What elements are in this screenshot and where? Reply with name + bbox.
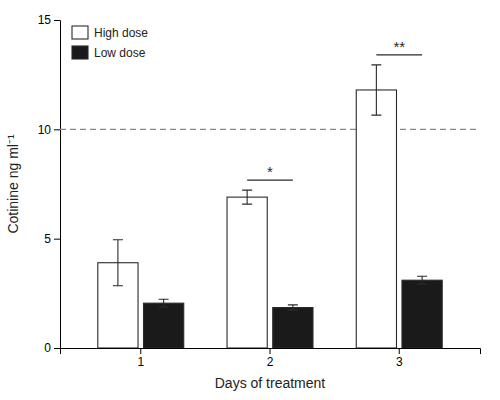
error-bar bbox=[159, 299, 169, 307]
bar-series bbox=[98, 65, 397, 348]
y-axis-line bbox=[54, 21, 61, 349]
y-tick: 5 bbox=[44, 232, 60, 246]
x-tick: 2 bbox=[267, 348, 274, 369]
y-tick: 0 bbox=[44, 341, 60, 355]
y-tick-mark bbox=[54, 129, 60, 130]
x-tick: 1 bbox=[137, 348, 144, 369]
x-axis-line bbox=[61, 349, 481, 355]
legend-item: High dose bbox=[72, 26, 148, 40]
legend-swatch bbox=[72, 46, 88, 59]
x-tick-mark bbox=[270, 348, 271, 354]
error-bar bbox=[242, 190, 252, 204]
error-bar bbox=[288, 305, 298, 310]
y-tick-label: 10 bbox=[38, 123, 52, 137]
error-bar bbox=[417, 276, 427, 284]
legend-swatch bbox=[72, 26, 88, 39]
y-tick: 15 bbox=[38, 13, 60, 27]
reference-line bbox=[60, 129, 480, 130]
legend-label: Low dose bbox=[94, 46, 146, 60]
error-bar bbox=[371, 65, 381, 115]
x-tick: 3 bbox=[396, 348, 403, 369]
x-axis: 1 2 3 bbox=[61, 348, 481, 369]
bar bbox=[273, 308, 313, 348]
x-tick-label: 1 bbox=[137, 355, 144, 369]
x-tick-label: 3 bbox=[396, 355, 403, 369]
marks bbox=[60, 65, 480, 348]
y-tick: 10 bbox=[38, 123, 60, 137]
y-axis-title: Cotinine ng ml⁻¹ bbox=[5, 134, 21, 233]
bar bbox=[144, 303, 184, 348]
y-tick-mark bbox=[54, 348, 60, 349]
bar bbox=[356, 90, 396, 348]
significance-label: ** bbox=[393, 38, 405, 55]
bar bbox=[227, 197, 267, 348]
legend-label: High dose bbox=[94, 26, 148, 40]
error-bar bbox=[113, 240, 123, 286]
x-tick-label: 2 bbox=[267, 355, 274, 369]
y-tick-label: 5 bbox=[44, 232, 51, 246]
y-tick-mark bbox=[54, 239, 60, 240]
y-tick-mark bbox=[54, 20, 60, 21]
y-tick-label: 0 bbox=[44, 341, 51, 355]
significance-label: * bbox=[267, 163, 273, 180]
bar bbox=[402, 280, 442, 348]
chart: 123051015***High doseLow doseDays of tre… bbox=[0, 0, 500, 400]
x-tick-mark bbox=[399, 348, 400, 354]
x-axis-title: Days of treatment bbox=[215, 375, 326, 391]
x-tick-mark bbox=[140, 348, 141, 354]
y-tick-label: 15 bbox=[38, 13, 52, 27]
legend-item: Low dose bbox=[72, 46, 146, 60]
plot: 123051015***High doseLow dose bbox=[38, 13, 481, 368]
legend: High dose Low dose bbox=[72, 26, 148, 60]
bar-series bbox=[144, 276, 443, 348]
y-axis: 0 5 10 15 bbox=[38, 13, 61, 355]
